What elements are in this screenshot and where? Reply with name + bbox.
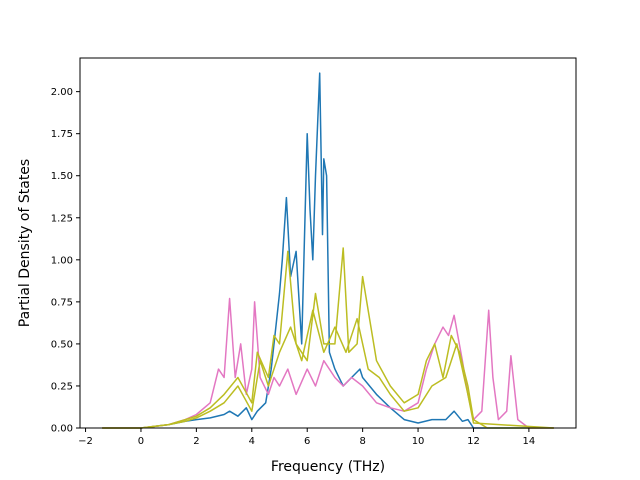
y-tick-label: 1.75 — [51, 129, 73, 140]
x-tick-label: 8 — [359, 436, 365, 447]
series-line-3 — [102, 247, 554, 429]
y-tick-label: 1.25 — [51, 213, 73, 224]
series-line-4 — [102, 309, 554, 429]
x-axis: −2 0 2 4 6 8 10 12 14 — [78, 428, 535, 447]
series-layer — [102, 72, 554, 429]
series-line-1 — [102, 72, 554, 429]
y-axis-title: Partial Density of States — [17, 159, 33, 327]
y-tick-label: 0.50 — [51, 339, 73, 350]
x-tick-label: 4 — [249, 436, 255, 447]
y-axis: 0.00 0.25 0.50 0.75 1.00 1.25 1.50 1.75 2.00 — [51, 87, 80, 435]
x-tick-label: 2 — [193, 436, 199, 447]
x-tick-label: 12 — [467, 436, 480, 447]
x-tick-label: 10 — [412, 436, 425, 447]
y-tick-label: 0.75 — [51, 297, 73, 308]
y-tick-label: 1.00 — [51, 255, 73, 266]
series-line-2 — [102, 297, 554, 429]
x-axis-title: Frequency (THz) — [271, 459, 385, 475]
y-tick-label: 0.00 — [51, 424, 73, 435]
x-tick-label: 14 — [523, 436, 536, 447]
plot-frame — [79, 57, 577, 429]
x-tick-label: −2 — [78, 436, 93, 447]
y-tick-label: 1.50 — [51, 171, 73, 182]
x-tick-label: 6 — [304, 436, 310, 447]
y-tick-label: 0.25 — [51, 381, 73, 392]
x-tick-label: 0 — [138, 436, 144, 447]
y-tick-label: 2.00 — [51, 87, 73, 98]
